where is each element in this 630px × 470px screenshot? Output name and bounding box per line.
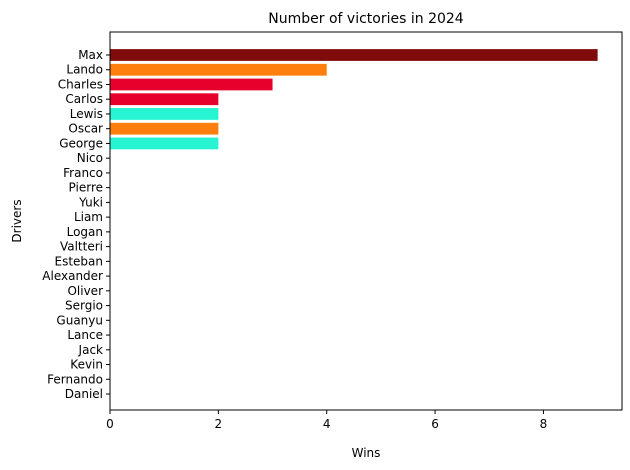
y-tick-label: Liam bbox=[74, 210, 103, 224]
y-tick-label: Lando bbox=[66, 63, 103, 77]
plot-frame bbox=[109, 31, 623, 411]
y-tick-label: Carlos bbox=[65, 92, 103, 106]
y-tick-label: Nico bbox=[77, 151, 103, 165]
y-tick-label: George bbox=[59, 136, 103, 150]
x-tick-label: 0 bbox=[106, 417, 114, 431]
y-tick-label: Logan bbox=[67, 225, 103, 239]
y-tick-label: Daniel bbox=[65, 387, 103, 401]
y-tick-label: Fernando bbox=[47, 372, 103, 386]
x-tick-label: 4 bbox=[323, 417, 331, 431]
y-tick-label: Yuki bbox=[78, 195, 103, 209]
bar-max bbox=[110, 49, 598, 61]
y-tick-label: Oliver bbox=[67, 284, 103, 298]
bar-charles bbox=[110, 78, 273, 91]
y-tick-label: Pierre bbox=[69, 181, 103, 195]
y-tick-label: Valtteri bbox=[60, 240, 103, 254]
bar-george bbox=[110, 137, 219, 150]
x-axis-title: Wins bbox=[352, 446, 381, 460]
y-axis: MaxLandoCharlesCarlosLewisOscarGeorgeNic… bbox=[42, 48, 110, 401]
y-tick-label: Charles bbox=[58, 77, 103, 91]
y-tick-label: Guanyu bbox=[56, 313, 103, 327]
bar-carlos bbox=[110, 93, 219, 106]
y-tick-label: Oscar bbox=[68, 122, 103, 136]
y-axis-title: Drivers bbox=[10, 199, 24, 242]
y-tick-label: Kevin bbox=[70, 358, 103, 372]
bars-layer bbox=[110, 49, 598, 150]
bar-lando bbox=[110, 63, 327, 76]
y-tick-label: Franco bbox=[63, 166, 103, 180]
x-tick-label: 2 bbox=[215, 417, 223, 431]
y-tick-label: Alexander bbox=[42, 269, 103, 283]
y-tick-label: Max bbox=[78, 48, 103, 62]
y-tick-label: Sergio bbox=[65, 299, 103, 313]
y-tick-label: Lance bbox=[67, 328, 103, 342]
bar-lewis bbox=[110, 108, 219, 120]
x-tick-label: 6 bbox=[431, 417, 439, 431]
y-tick-label: Esteban bbox=[55, 254, 104, 268]
x-tick-label: 8 bbox=[540, 417, 548, 431]
y-tick-label: Lewis bbox=[70, 107, 103, 121]
chart-title: Number of victories in 2024 bbox=[268, 11, 463, 27]
y-tick-label: Jack bbox=[78, 343, 103, 357]
bar-oscar bbox=[110, 122, 219, 135]
x-axis: 0 2 4 6 8 bbox=[106, 410, 547, 431]
